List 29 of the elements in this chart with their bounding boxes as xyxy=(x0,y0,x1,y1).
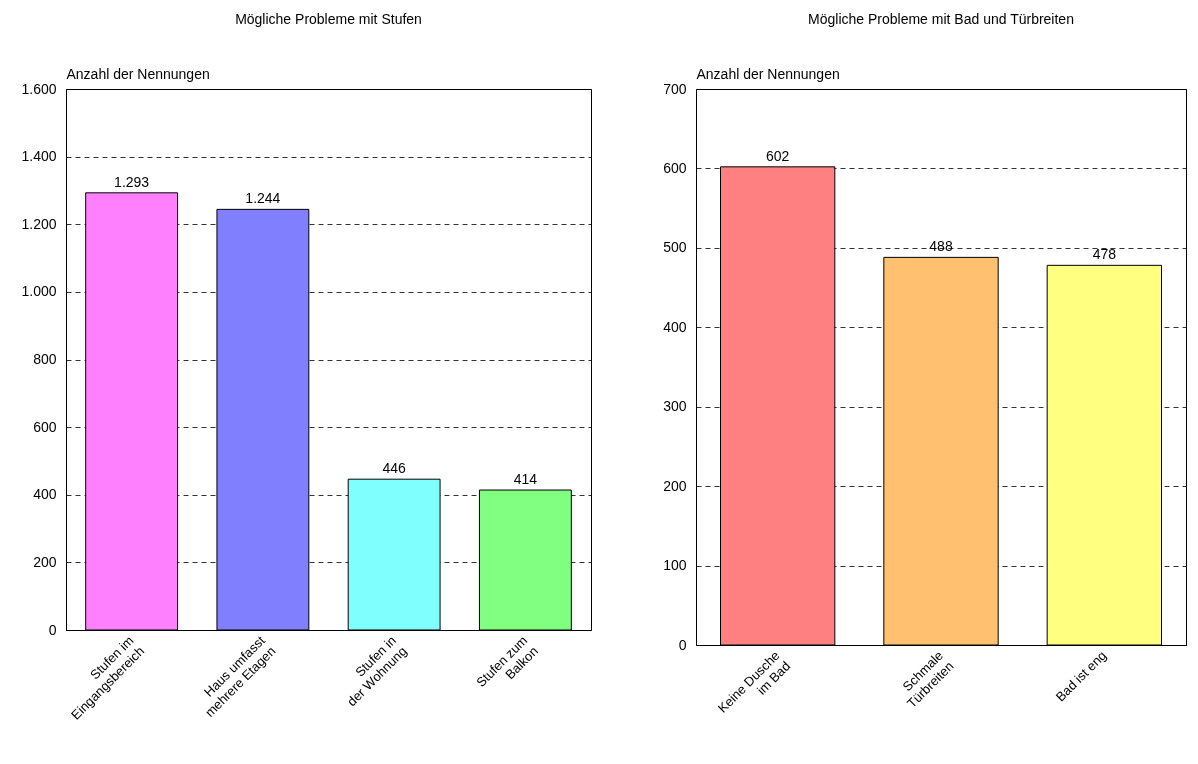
y-tick-label: 700 xyxy=(663,80,687,97)
y-tick-label: 200 xyxy=(663,477,687,494)
data-label: 1.293 xyxy=(114,173,150,190)
data-label: 478 xyxy=(1092,246,1117,263)
y-tick-label: 1.200 xyxy=(21,215,57,232)
data-label: 414 xyxy=(513,471,538,488)
y-tick-label: 100 xyxy=(663,557,687,574)
data-label: 488 xyxy=(929,238,953,255)
y-tick-label: 200 xyxy=(33,553,57,570)
data-label: 1.244 xyxy=(245,190,281,207)
y-tick-label: 1.600 xyxy=(21,80,57,97)
y-tick-label: 0 xyxy=(678,636,687,653)
chart-title: Mögliche Probleme mit Stufen xyxy=(235,11,422,27)
x-tick-label: Bad ist eng xyxy=(1052,647,1110,705)
y-tick-label: 1.400 xyxy=(21,148,57,165)
y-tick-label: 300 xyxy=(663,398,687,415)
data-label: 446 xyxy=(382,460,407,477)
y-tick-label: 400 xyxy=(33,486,57,503)
y-tick-label: 600 xyxy=(33,418,57,435)
y-tick-label: 400 xyxy=(663,318,687,335)
y-axis-title: Anzahl der Nennungen xyxy=(696,65,840,82)
y-tick-label: 800 xyxy=(33,351,57,367)
y-tick-label: 1.000 xyxy=(21,283,57,300)
y-tick-label: 0 xyxy=(48,621,57,638)
y-tick-label: 600 xyxy=(663,159,687,176)
data-label: 602 xyxy=(765,147,790,164)
chart-title: Mögliche Probleme mit Bad und Türbreiten xyxy=(808,11,1074,27)
y-axis-title: Anzahl der Nennungen xyxy=(66,65,210,82)
y-tick-label: 500 xyxy=(663,239,687,256)
